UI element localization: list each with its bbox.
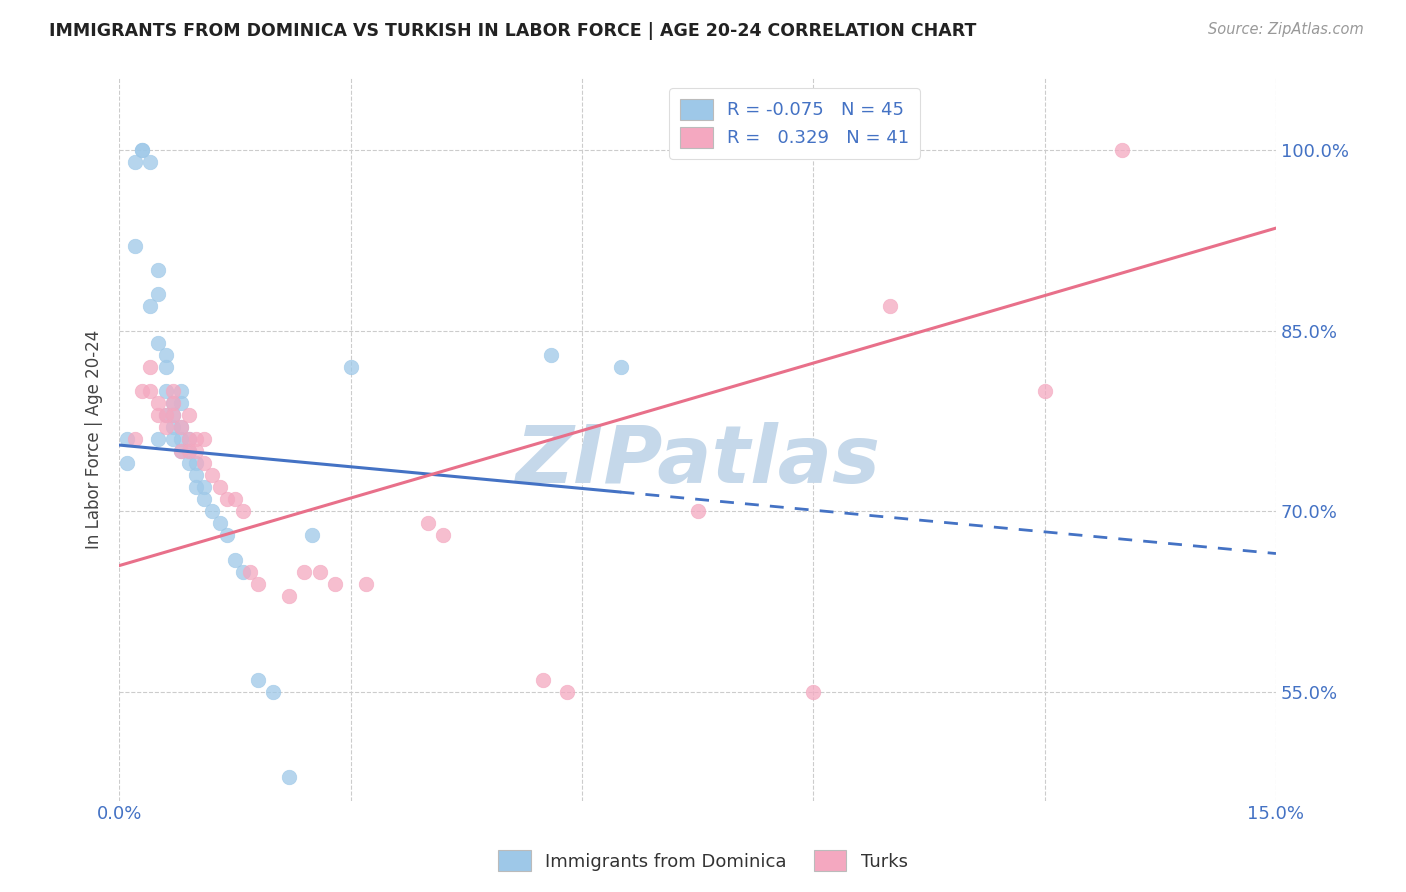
Point [162,384,184,398]
Point [170,444,193,458]
Point [308,565,330,579]
Point [416,516,439,531]
Point [193,456,215,470]
Text: Source: ZipAtlas.com: Source: ZipAtlas.com [1208,22,1364,37]
Point [801,685,824,699]
Point [155,408,177,422]
Point [301,528,323,542]
Point [146,432,169,446]
Point [131,384,153,398]
Point [146,287,169,301]
Point [131,143,153,157]
Point [155,348,177,362]
Point [217,492,239,507]
Point [146,335,169,350]
Point [186,432,208,446]
Point [540,348,562,362]
Point [177,456,200,470]
Point [155,359,177,374]
Point [432,528,454,542]
Point [177,432,200,446]
Point [247,673,270,687]
Point [277,589,299,603]
Point [232,565,254,579]
Point [354,576,377,591]
Point [186,444,208,458]
Point [323,576,346,591]
Point [124,154,146,169]
Point [155,384,177,398]
Point [531,673,554,687]
Point [124,432,146,446]
Point [1033,384,1056,398]
Point [131,143,153,157]
Point [162,420,184,434]
Point [224,492,246,507]
Point [239,565,262,579]
Point [217,528,239,542]
Point [162,408,184,422]
Point [170,420,193,434]
Point [115,432,138,446]
Point [139,154,162,169]
Point [879,300,901,314]
Point [277,770,299,784]
Point [170,396,193,410]
Point [170,420,193,434]
Point [170,384,193,398]
Point [208,480,231,494]
Point [201,468,224,483]
Point [263,685,285,699]
Point [1111,143,1133,157]
Point [686,504,709,518]
Legend: Immigrants from Dominica, Turks: Immigrants from Dominica, Turks [491,843,915,879]
Point [139,359,162,374]
Point [292,565,315,579]
Point [139,384,162,398]
Y-axis label: In Labor Force | Age 20-24: In Labor Force | Age 20-24 [86,329,103,549]
Point [146,263,169,277]
Point [232,504,254,518]
Point [162,408,184,422]
Point [162,396,184,410]
Point [247,576,270,591]
Point [139,300,162,314]
Point [193,432,215,446]
Point [146,408,169,422]
Point [339,359,361,374]
Point [155,408,177,422]
Point [609,359,631,374]
Point [186,468,208,483]
Point [162,432,184,446]
Point [115,456,138,470]
Point [224,552,246,566]
Point [193,480,215,494]
Point [186,456,208,470]
Text: IMMIGRANTS FROM DOMINICA VS TURKISH IN LABOR FORCE | AGE 20-24 CORRELATION CHART: IMMIGRANTS FROM DOMINICA VS TURKISH IN L… [49,22,977,40]
Point [177,444,200,458]
Point [555,685,578,699]
Point [162,396,184,410]
Text: ZIPatlas: ZIPatlas [515,422,880,500]
Legend: R = -0.075   N = 45, R =   0.329   N = 41: R = -0.075 N = 45, R = 0.329 N = 41 [669,88,920,159]
Point [193,492,215,507]
Point [177,408,200,422]
Point [124,239,146,253]
Point [208,516,231,531]
Point [146,396,169,410]
Point [186,480,208,494]
Point [177,432,200,446]
Point [201,504,224,518]
Point [177,444,200,458]
Point [170,432,193,446]
Point [170,444,193,458]
Point [155,420,177,434]
